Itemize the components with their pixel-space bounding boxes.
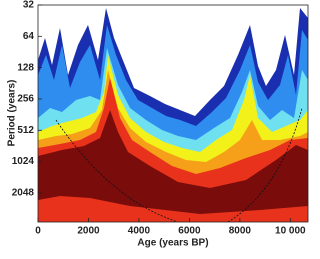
y-axis-label: Period (years)	[7, 80, 18, 147]
y-tick-label: 2048	[12, 188, 35, 199]
contour-fields	[38, 5, 308, 222]
x-tick-label: 0	[35, 226, 41, 237]
y-tick-label: 512	[17, 125, 34, 136]
x-tick-label: 4000	[128, 226, 151, 237]
x-tick-label: 6000	[178, 226, 201, 237]
x-tick-label: 8000	[229, 226, 252, 237]
y-tick-label: 1024	[12, 156, 35, 167]
y-tick-label: 128	[17, 62, 34, 73]
y-tick-label: 64	[23, 31, 35, 42]
x-axis-label: Age (years BP)	[137, 238, 208, 249]
y-tick-label: 256	[17, 94, 34, 105]
x-tick-label: 10 000	[275, 226, 306, 237]
plot-frame	[37, 4, 309, 223]
x-tick-label: 2000	[77, 226, 100, 237]
y-tick-label: 32	[23, 0, 35, 11]
